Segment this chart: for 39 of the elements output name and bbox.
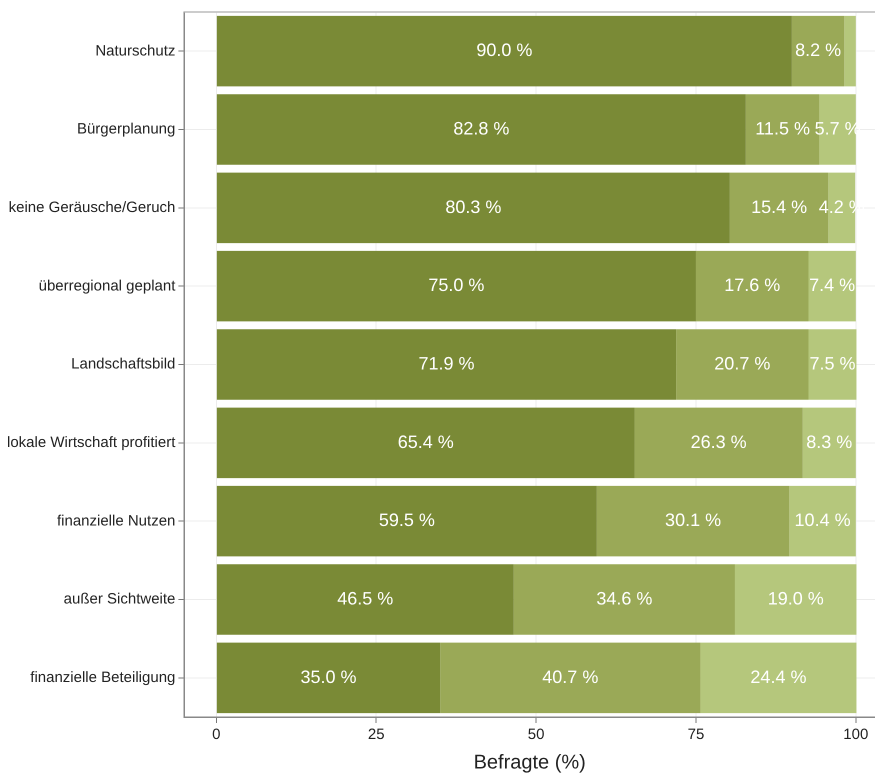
y-tick-label: finanzielle Nutzen [56, 512, 176, 530]
y-tick-label: überregional geplant [38, 277, 176, 294]
data-label: 7.5 % [809, 353, 856, 374]
data-label: 24.4 % [750, 666, 806, 687]
data-label: 71.9 % [418, 353, 475, 374]
x-tick-label: 25 [368, 726, 385, 744]
data-label: 30.1 % [665, 510, 722, 530]
data-label: 65.4 % [398, 432, 454, 452]
x-tick-label: 0 [212, 726, 221, 744]
y-tick-label: Bürgerplanung [76, 120, 176, 138]
data-label: 34.6 % [596, 588, 652, 608]
y-tick-label: Landschaftsbild [71, 356, 176, 373]
data-label: 20.7 % [714, 353, 770, 374]
data-label: 75.0 % [428, 275, 484, 296]
y-tick-label: außer Sichtweite [64, 590, 176, 608]
x-tick-label: 75 [688, 726, 704, 744]
data-label: 8.2 % [795, 40, 842, 60]
data-label: 82.8 % [453, 118, 510, 138]
data-label: 26.3 % [690, 432, 747, 452]
y-tick-label: finanzielle Beteiligung [30, 668, 176, 686]
y-tick-label: lokale Wirtschaft profitiert [6, 434, 176, 451]
data-label: 8.3 % [806, 432, 852, 452]
x-tick-label: 100 [843, 726, 868, 744]
data-label: 15.4 % [751, 196, 808, 217]
data-label: 19.0 % [768, 588, 824, 608]
x-axis-title: Befragte (%) [474, 752, 586, 774]
data-label: 11.5 % [755, 118, 810, 138]
x-tick-label: 50 [528, 726, 544, 744]
data-label: 40.7 % [542, 666, 598, 687]
data-label: 90.0 % [476, 40, 532, 60]
y-tick-label: Naturschutz [95, 42, 176, 60]
data-label: 10.4 % [794, 510, 851, 530]
data-label: 17.6 % [724, 275, 780, 296]
data-label: 46.5 % [337, 588, 394, 608]
data-label: 35.0 % [300, 666, 357, 687]
data-label: 80.3 % [445, 196, 502, 217]
data-label: 59.5 % [378, 510, 435, 530]
y-tick-label: keine Geräusche/Geruch [8, 198, 176, 216]
data-label: 7.4 % [809, 275, 856, 296]
